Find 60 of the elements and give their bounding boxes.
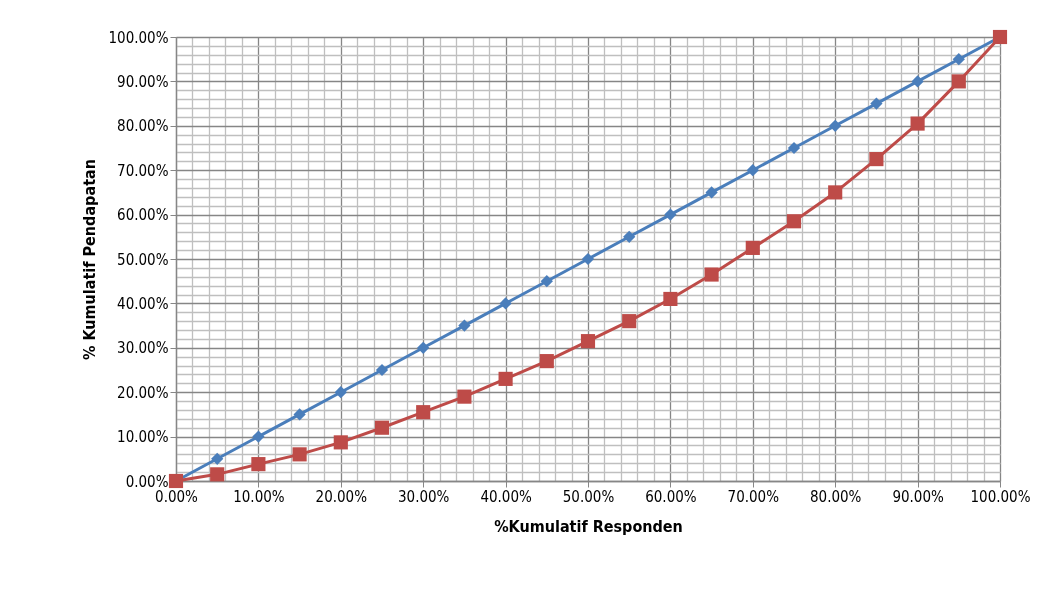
point — [458, 319, 471, 332]
point — [374, 420, 390, 435]
x-tick-label: 70.00% — [727, 487, 780, 506]
y-tick-label: 40.00% — [117, 294, 169, 313]
x-tick-label: 40.00% — [480, 487, 532, 506]
point — [746, 164, 759, 177]
point — [580, 334, 596, 349]
point — [911, 75, 924, 88]
x-tick-label: 100.00% — [970, 487, 1031, 506]
x-tick-label: 30.00% — [397, 487, 450, 506]
point — [292, 447, 307, 462]
y-tick-label: 30.00% — [117, 339, 169, 358]
point — [499, 297, 512, 310]
x-tick-label: 90.00% — [892, 487, 944, 506]
y-tick-label: 90.00% — [117, 72, 169, 91]
point — [869, 152, 884, 167]
y-axis-title: % Kumulatif Pendapatan — [80, 159, 100, 360]
point — [910, 116, 925, 131]
point — [333, 435, 348, 450]
point — [375, 363, 389, 377]
x-tick-label: 80.00% — [809, 487, 862, 506]
point — [540, 275, 553, 288]
point — [417, 341, 430, 354]
point — [581, 252, 595, 266]
point — [704, 267, 719, 282]
point — [210, 467, 225, 482]
x-axis-title: %Kumulatif Responden — [494, 516, 683, 536]
x-tick-label: 10.00% — [233, 487, 285, 506]
y-tick-label: 60.00% — [117, 206, 169, 225]
point — [498, 371, 513, 386]
point — [622, 314, 637, 329]
x-tick-label: 60.00% — [645, 487, 697, 506]
point — [211, 452, 224, 465]
point — [787, 141, 801, 155]
point — [293, 408, 306, 421]
y-tick-label: 20.00% — [117, 383, 169, 402]
x-tick-label: 50.00% — [562, 487, 615, 506]
point — [786, 214, 802, 229]
y-tick-label: 50.00% — [117, 250, 169, 269]
point — [252, 430, 265, 443]
point — [745, 240, 760, 255]
point — [705, 186, 718, 199]
point — [539, 354, 554, 369]
point — [334, 386, 347, 399]
point — [663, 291, 678, 307]
point — [829, 119, 842, 132]
point — [457, 389, 472, 404]
point — [870, 97, 883, 110]
point — [623, 230, 636, 243]
y-tick-label: 10.00% — [117, 428, 169, 447]
point — [952, 53, 965, 66]
y-tick-label: 100.00% — [108, 28, 169, 47]
y-tick-label: 70.00% — [117, 161, 169, 180]
point — [664, 208, 677, 221]
point — [251, 457, 266, 472]
point — [828, 185, 843, 200]
y-tick-label: 80.00% — [117, 117, 169, 136]
point — [416, 405, 431, 420]
x-tick-label: 20.00% — [315, 487, 368, 506]
point — [951, 74, 966, 89]
